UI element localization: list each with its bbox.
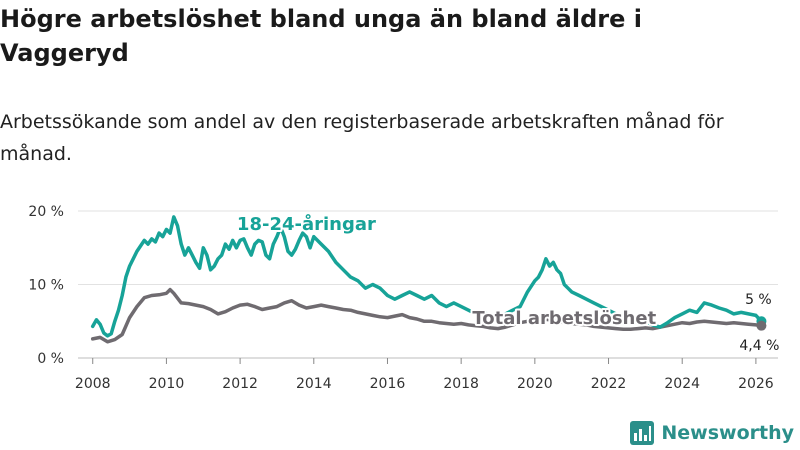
chart-labels: 18-24-åringar Total arbetslöshet 5 % 4,4 %	[235, 211, 781, 356]
y-tick-label: 20 %	[28, 204, 64, 220]
end-point-total	[756, 320, 767, 331]
x-tick-label: 2026	[738, 376, 774, 392]
x-axis: 2008 2010 2012 2014 2016 2018 2020 2022 2024 2026	[75, 358, 774, 392]
x-tick-label: 2016	[370, 376, 406, 392]
x-tick-label: 2020	[517, 376, 553, 392]
x-tick-label: 2010	[149, 376, 185, 392]
x-tick-label: 2014	[296, 376, 332, 392]
series-label-youth: 18-24-åringar	[237, 213, 376, 235]
end-label-youth: 5 %	[745, 292, 772, 308]
newsworthy-logo-icon	[630, 421, 655, 445]
chart-title: Högre arbetslöshet bland unga än bland ä…	[0, 5, 642, 67]
x-tick-label: 2018	[443, 376, 479, 392]
series-line-youth	[90, 215, 764, 338]
grid-lines: 0 % 10 % 20 %	[28, 204, 778, 367]
brand-logo[interactable]: Newsworthy	[629, 419, 794, 447]
brand-name: Newsworthy	[661, 422, 794, 444]
series-line-total	[90, 287, 764, 344]
x-tick-label: 2024	[664, 376, 700, 392]
chart-subtitle: Arbetssökande som andel av den registerb…	[0, 111, 724, 165]
x-tick-label: 2008	[75, 376, 111, 392]
end-label-total: 4,4 %	[739, 338, 779, 354]
y-tick-label: 10 %	[28, 278, 64, 294]
x-tick-label: 2012	[222, 376, 258, 392]
series-lines	[90, 215, 767, 344]
x-tick-label: 2022	[591, 376, 627, 392]
series-label-total: Total arbetslöshet	[472, 308, 656, 329]
y-tick-label: 0 %	[37, 351, 64, 367]
